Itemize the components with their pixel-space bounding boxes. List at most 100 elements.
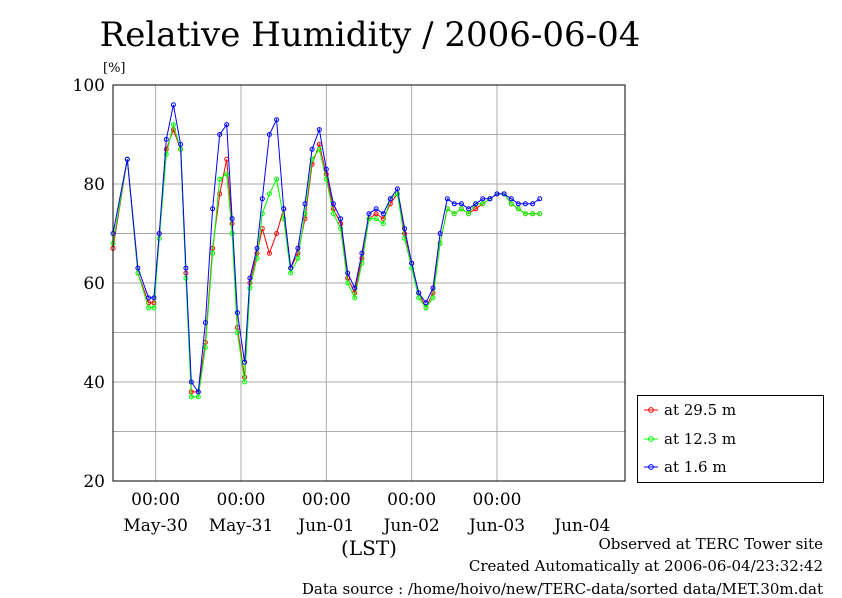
data-point <box>458 201 464 207</box>
data-point <box>330 201 336 207</box>
data-point <box>302 201 308 207</box>
data-point <box>409 265 415 271</box>
data-point <box>366 211 372 217</box>
data-point <box>247 275 253 281</box>
legend-marker-red <box>644 407 658 413</box>
data-point <box>373 216 379 222</box>
data-point <box>266 191 272 197</box>
data-point <box>345 280 351 286</box>
data-point <box>373 206 379 212</box>
data-point <box>345 270 351 276</box>
data-point <box>183 265 189 271</box>
date-label: May-31 <box>209 516 274 536</box>
data-point <box>188 394 194 400</box>
data-point <box>151 295 157 301</box>
y-tick-label: 20 <box>83 472 105 492</box>
data-point <box>146 295 152 301</box>
data-point <box>229 216 235 222</box>
data-point <box>530 211 536 217</box>
data-point <box>416 290 422 296</box>
data-point <box>473 201 479 207</box>
date-label: Jun-04 <box>552 516 610 536</box>
data-point <box>466 211 472 217</box>
data-point <box>210 250 216 256</box>
data-point <box>217 132 223 137</box>
date-label: Jun-01 <box>296 516 354 536</box>
data-point <box>487 196 493 202</box>
data-point <box>135 265 141 271</box>
data-point <box>151 305 157 311</box>
data-point <box>217 176 223 182</box>
data-point <box>254 245 260 251</box>
data-source-note: Data source : /home/hoivo/new/TERC-data/… <box>301 580 823 598</box>
data-point <box>494 191 500 197</box>
data-point <box>316 146 322 152</box>
data-point <box>530 201 536 207</box>
data-point <box>338 216 344 222</box>
data-point <box>288 265 294 271</box>
data-point <box>170 127 176 133</box>
x-tick-label: 00:00 <box>302 490 351 510</box>
data-point <box>266 250 272 256</box>
data-point <box>437 231 443 236</box>
data-point <box>451 211 457 217</box>
data-point <box>210 206 216 212</box>
data-point <box>316 127 322 133</box>
y-tick-label: 60 <box>83 274 105 294</box>
data-point <box>444 196 450 202</box>
data-point <box>178 141 184 147</box>
data-point <box>473 206 479 212</box>
data-point <box>352 285 358 291</box>
data-point <box>380 221 386 227</box>
data-point <box>380 211 386 217</box>
data-point <box>224 122 230 128</box>
data-point <box>323 171 329 177</box>
data-point <box>515 206 521 212</box>
series-line <box>112 122 540 398</box>
series-line <box>112 104 540 394</box>
y-tick-label: 40 <box>83 373 105 393</box>
legend-item-12-3m: at 12.3 m <box>644 429 736 449</box>
data-point <box>274 231 280 236</box>
data-point <box>330 211 336 217</box>
data-point <box>515 201 521 207</box>
data-point <box>274 176 280 182</box>
data-point <box>195 394 201 400</box>
data-point <box>522 201 528 207</box>
data-point <box>217 191 223 197</box>
data-point <box>274 117 280 123</box>
legend: at 29.5 m at 12.3 m at 1.6 m <box>637 395 824 483</box>
data-point <box>501 191 507 197</box>
data-point <box>242 379 248 385</box>
data-point <box>394 186 400 192</box>
y-tick-label: 80 <box>83 175 105 195</box>
data-point <box>281 206 287 212</box>
data-point <box>163 146 169 152</box>
data-point <box>387 196 393 202</box>
x-tick-label: 00:00 <box>473 490 522 510</box>
data-point <box>170 102 176 108</box>
created-note: Created Automatically at 2006-06-04/23:3… <box>468 557 823 575</box>
data-point <box>430 295 436 301</box>
date-label: Jun-03 <box>467 516 525 536</box>
data-point <box>430 285 436 291</box>
data-point <box>352 295 358 301</box>
data-point <box>466 206 472 212</box>
data-point <box>537 211 543 217</box>
data-point <box>266 132 272 137</box>
data-point <box>458 206 464 212</box>
data-point <box>522 211 528 217</box>
series-2 <box>110 102 543 395</box>
date-label: May-30 <box>123 516 188 536</box>
data-point <box>316 141 322 147</box>
data-point <box>124 156 130 162</box>
data-point <box>309 156 315 162</box>
data-point <box>195 389 201 395</box>
data-point <box>416 295 422 301</box>
legend-marker-blue <box>644 464 658 470</box>
data-point <box>188 379 194 385</box>
data-point <box>224 171 230 177</box>
data-point <box>451 201 457 207</box>
legend-item-1-6m: at 1.6 m <box>644 457 727 477</box>
plot-frame <box>112 84 626 482</box>
